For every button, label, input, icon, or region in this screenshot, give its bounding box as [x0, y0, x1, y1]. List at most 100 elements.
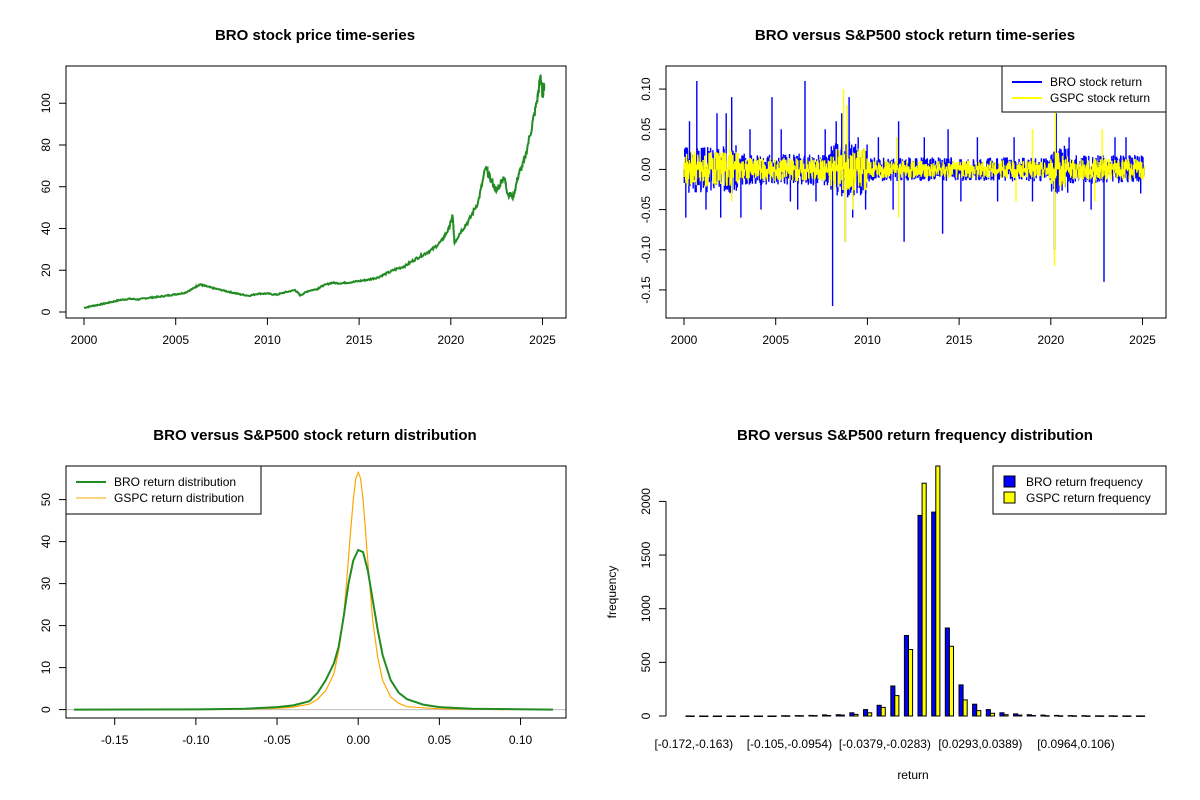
bar-gspc	[812, 715, 818, 717]
x-tick-label: 2000	[71, 333, 98, 347]
bar-bro	[753, 715, 759, 717]
y-tick-label: 0.00	[639, 157, 653, 181]
x-tick-label: 2015	[346, 333, 373, 347]
bar-bro	[876, 704, 882, 717]
y-tick-label: 80	[39, 138, 53, 152]
series-line-gspc-return	[683, 89, 1145, 266]
bar-gspc	[771, 715, 777, 717]
series-layer	[683, 81, 1145, 306]
bar-gspc	[935, 465, 941, 717]
x-tick-label: 2020	[1037, 333, 1064, 347]
bar-gspc	[1030, 715, 1036, 717]
density-chart: BRO versus S&P500 stock return distribut…	[39, 427, 567, 747]
bar-gspc	[867, 712, 873, 717]
series-layer	[83, 74, 546, 310]
x-tick-label: 2000	[671, 333, 698, 347]
bar-gspc	[1085, 715, 1091, 717]
series-line-bro-price	[83, 74, 546, 310]
bar-gspc	[689, 715, 695, 717]
bar-gspc	[1071, 715, 1077, 717]
bar-gspc	[894, 695, 900, 717]
x-tick-label: 2005	[762, 333, 789, 347]
legend: BRO stock return GSPC stock return	[1001, 65, 1167, 113]
y-tick-label: 0.10	[639, 77, 653, 101]
x-tick-label: [0.0293,0.0389)	[938, 737, 1022, 751]
x-tick-label: 2005	[162, 333, 189, 347]
bar-bro	[863, 709, 869, 717]
bar-gspc	[1140, 715, 1146, 717]
plot-frame	[65, 465, 567, 719]
bar-bro	[903, 635, 910, 717]
x-tick-label: 2025	[1129, 333, 1156, 347]
chart-title: BRO versus S&P500 return frequency distr…	[737, 427, 1093, 444]
y-tick-label: 50	[39, 493, 53, 507]
series-line-bro-density	[74, 548, 554, 711]
bar-bro	[1095, 715, 1101, 717]
bar-gspc	[1017, 714, 1023, 717]
bar-bro	[822, 714, 828, 717]
y-tick-label: 40	[39, 535, 53, 549]
plot-frame	[665, 65, 1167, 319]
y-tick-label: -0.15	[639, 276, 653, 304]
bar-bro	[794, 715, 800, 717]
y-tick-label: 2000	[639, 488, 653, 515]
x-tick-label: -0.10	[182, 733, 210, 747]
legend-label-bro: BRO stock return	[1050, 75, 1142, 89]
bar-bro	[712, 715, 718, 717]
bar-gspc	[1058, 715, 1064, 717]
bar-gspc	[703, 715, 709, 717]
y-tick-label: -0.05	[639, 196, 653, 224]
bar-gspc	[744, 715, 750, 717]
y-tick-label: 0	[39, 706, 53, 713]
plot-frame	[65, 65, 567, 319]
bar-bro	[849, 712, 855, 717]
bar-bro	[808, 714, 814, 717]
bar-gspc	[989, 712, 996, 717]
x-tick-label: [0.0964,0.106)	[1037, 737, 1114, 751]
bar-bro	[890, 685, 896, 717]
legend-swatch-bro	[1003, 475, 1016, 488]
legend-label-bro: BRO return frequency	[1026, 475, 1143, 489]
y-tick-label: 60	[39, 180, 53, 194]
bar-bro	[931, 511, 937, 717]
series-line-bro-return	[683, 81, 1145, 306]
bar-bro	[1067, 715, 1073, 717]
chart-title: BRO versus S&P500 stock return time-seri…	[755, 27, 1075, 44]
legend-label-gspc: GSPC return frequency	[1026, 491, 1151, 505]
legend: BRO return distribution GSPC return dist…	[65, 465, 262, 515]
bar-bro	[685, 715, 691, 717]
series-line-gspc-density	[147, 470, 505, 711]
bar-bro	[726, 715, 732, 717]
bar-gspc	[1099, 715, 1105, 717]
x-tick-label: 2010	[254, 333, 281, 347]
legend: BRO return frequency GSPC return frequen…	[992, 465, 1167, 515]
bar-bro	[699, 715, 705, 717]
bar-gspc	[908, 649, 914, 717]
bar-bro	[917, 514, 923, 717]
x-tick-label: -0.15	[101, 733, 129, 747]
bar-bro	[1054, 714, 1060, 717]
y-tick-label: 10	[39, 661, 53, 675]
y-tick-label: 30	[39, 577, 53, 591]
bar-gspc	[962, 699, 968, 717]
bar-bro	[835, 714, 841, 717]
series-layer	[685, 465, 1146, 717]
bar-gspc	[716, 715, 723, 717]
bar-bro	[999, 712, 1005, 717]
legend-swatch-gspc	[1003, 491, 1016, 504]
series-layer	[66, 470, 566, 711]
y-tick-label: 0	[639, 712, 653, 719]
bar-gspc	[826, 715, 832, 717]
chart-title: BRO stock price time-series	[215, 27, 415, 44]
y-tick-label: 20	[39, 263, 53, 277]
bar-gspc	[798, 715, 804, 717]
x-tick-label: [-0.0379,-0.0283)	[839, 737, 931, 751]
x-axis-label: return	[897, 768, 928, 782]
frequency-chart: BRO versus S&P500 return frequency distr…	[605, 427, 1167, 782]
x-tick-label: 0.00	[347, 733, 371, 747]
axes-layer: -0.15 -0.10 -0.05 0.00 0.05 0.10 0 10 20 30 40 50	[39, 493, 533, 747]
y-tick-label: 40	[39, 221, 53, 235]
bar-bro	[1040, 714, 1046, 717]
x-tick-label: [-0.105,-0.0954)	[747, 737, 832, 751]
bar-gspc	[1126, 715, 1132, 717]
